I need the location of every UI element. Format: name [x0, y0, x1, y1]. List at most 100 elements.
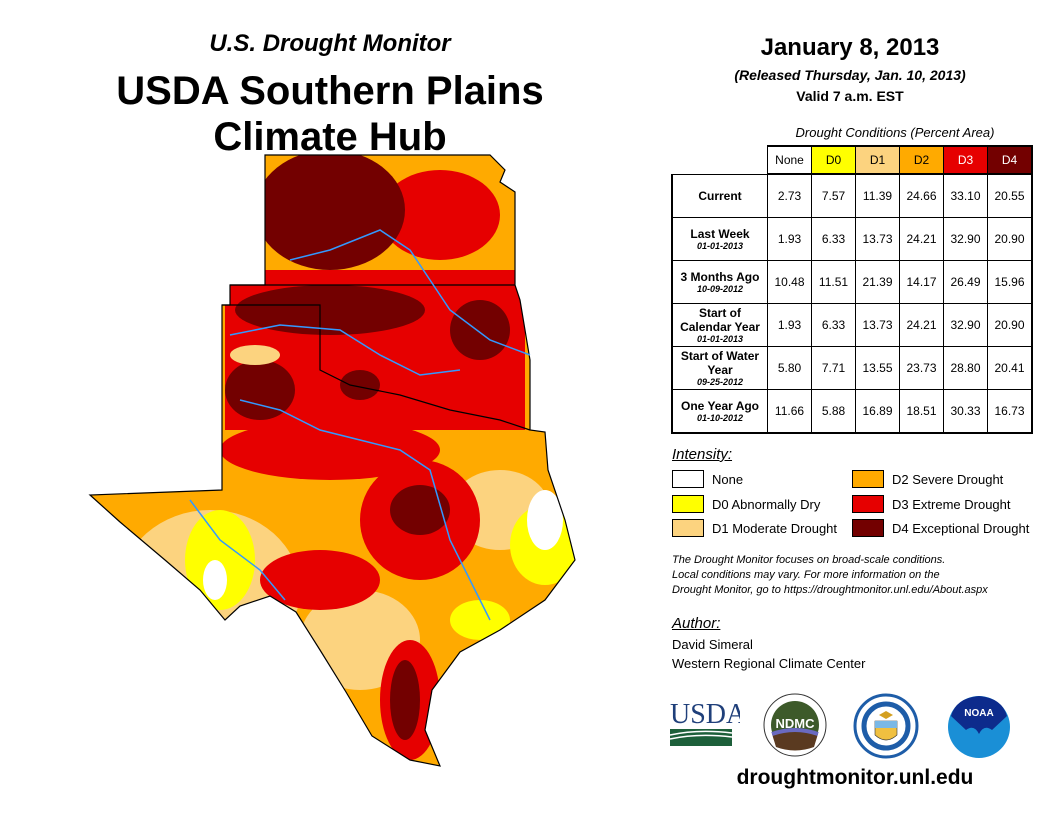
title-line-1: USDA Southern Plains: [116, 69, 544, 113]
table-caption: Drought Conditions (Percent Area): [795, 125, 995, 140]
release-date: (Released Thursday, Jan. 10, 2013): [734, 67, 966, 83]
column-header-none: None: [767, 145, 812, 175]
d3-area: [220, 420, 440, 480]
map-subtitle: U.S. Drought Monitor: [209, 30, 451, 57]
drought-conditions-table: None D0 D1 D2 D3 D4 Current 2.73 7.57 11.39 24.66…: [671, 145, 1033, 434]
row-label-text: 3 Months Ago: [680, 270, 760, 284]
d3-area: [260, 550, 380, 610]
table-cell: 1.93: [767, 217, 812, 261]
disclaimer-note: The Drought Monitor focuses on broad-sca…: [672, 553, 1042, 598]
column-header-d1: D1: [855, 145, 900, 175]
row-label: Last Week 01-01-2013: [671, 217, 768, 261]
legend-label: D4 Exceptional Drought: [892, 520, 1030, 536]
table-cell: 24.66: [899, 173, 944, 218]
table-cell: 11.66: [767, 389, 812, 434]
website-url[interactable]: droughtmonitor.unl.edu: [736, 766, 974, 789]
column-header-d2: D2: [899, 145, 944, 175]
table-cell: 16.89: [855, 389, 900, 434]
table-row: 3 Months Ago 10-09-2012 10.48 11.51 21.39 14.…: [671, 260, 1033, 304]
d3-area: [380, 170, 500, 260]
map-title: USDA Southern Plains Climate Hub: [60, 68, 600, 160]
d4-area: [225, 360, 295, 420]
row-label-text: One Year Ago: [680, 399, 760, 413]
legend-label: D3 Extreme Drought: [892, 496, 1011, 512]
legend-title: Intensity:: [672, 446, 733, 463]
column-header-d3: D3: [943, 145, 988, 175]
table-cell: 16.73: [987, 389, 1033, 434]
d4-area: [235, 285, 425, 335]
note-line: Local conditions may vary. For more info…: [672, 569, 940, 581]
legend-label: D2 Severe Drought: [892, 471, 1004, 487]
d4-area: [255, 155, 405, 270]
legend-item: None: [672, 470, 743, 488]
table-cell: 20.90: [987, 303, 1033, 347]
note-line: Drought Monitor, go to https://droughtmo…: [672, 584, 988, 596]
none-area: [527, 490, 563, 550]
svg-text:USDA: USDA: [670, 699, 740, 730]
table-cell: 6.33: [811, 303, 856, 347]
table-cell: 11.51: [811, 260, 856, 304]
author-label: Author:: [672, 615, 721, 632]
table-cell: 18.51: [899, 389, 944, 434]
table-cell: 20.55: [987, 173, 1033, 218]
row-label: Start of Water Year 09-25-2012: [671, 346, 768, 390]
table-cell: 11.39: [855, 173, 900, 218]
row-date: 10-09-2012: [696, 284, 744, 294]
table-cell: 2.73: [767, 173, 812, 218]
ndmc-logo: NDMC: [763, 693, 827, 757]
map-date: January 8, 2013: [760, 34, 940, 61]
table-cell: 20.90: [987, 217, 1033, 261]
legend-item: D2 Severe Drought: [852, 470, 1003, 488]
table-cell: 24.21: [899, 303, 944, 347]
table-cell: 5.80: [767, 346, 812, 390]
noaa-logo: NOAA: [948, 696, 1010, 758]
usda-logo: USDA: [669, 699, 740, 746]
svg-text:NOAA: NOAA: [964, 708, 993, 719]
d4-area: [390, 660, 420, 740]
row-label: One Year Ago 01-10-2012: [671, 389, 768, 434]
table-cell: 7.71: [811, 346, 856, 390]
table-row: Start of Water Year 09-25-2012 5.80 7.71 13.…: [671, 346, 1033, 390]
row-label: 3 Months Ago 10-09-2012: [671, 260, 768, 304]
commerce-seal: [853, 693, 919, 759]
legend-swatch: [672, 495, 704, 513]
legend-label: D1 Moderate Drought: [712, 520, 838, 536]
row-date: 01-01-2013: [696, 241, 744, 251]
table-row: Start of Calendar Year 01-01-2013 1.93 6.33…: [671, 303, 1033, 347]
legend-label: D0 Abnormally Dry: [712, 496, 821, 512]
d0-area: [450, 600, 510, 640]
d1-area: [230, 345, 280, 365]
table-cell: 1.93: [767, 303, 812, 347]
row-label-text: Start of Calendar Year: [680, 306, 760, 334]
table-cell: 21.39: [855, 260, 900, 304]
table-cell: 13.73: [855, 303, 900, 347]
row-date: 09-25-2012: [696, 377, 744, 387]
legend-item: D0 Abnormally Dry: [672, 495, 820, 513]
table-cell: 6.33: [811, 217, 856, 261]
legend-item: D1 Moderate Drought: [672, 519, 837, 537]
valid-time: Valid 7 a.m. EST: [796, 88, 904, 104]
table-cell: 10.48: [767, 260, 812, 304]
column-header-d0: D0: [811, 145, 856, 175]
table-cell: 13.55: [855, 346, 900, 390]
legend-label: None: [712, 471, 744, 487]
svg-text:NDMC: NDMC: [776, 716, 816, 731]
row-label-text: Current: [698, 188, 742, 203]
state-borders: [222, 284, 531, 431]
table-cell: 5.88: [811, 389, 856, 434]
d4-area: [390, 485, 450, 535]
table-cell: 15.96: [987, 260, 1033, 304]
table-cell: 7.57: [811, 173, 856, 218]
table-cell: 32.90: [943, 303, 988, 347]
row-label: Start of Calendar Year 01-01-2013: [671, 303, 768, 347]
note-line: The Drought Monitor focuses on broad-sca…: [672, 554, 946, 566]
table-cell: 20.41: [987, 346, 1033, 390]
legend-item: D4 Exceptional Drought: [852, 519, 1029, 537]
rivers: [189, 229, 531, 621]
none-area: [203, 560, 227, 600]
legend-swatch: [672, 470, 704, 488]
legend-swatch: [852, 495, 884, 513]
table-row: One Year Ago 01-10-2012 11.66 5.88 16.89 18.5…: [671, 389, 1033, 434]
title-line-2: Climate Hub: [213, 115, 447, 159]
